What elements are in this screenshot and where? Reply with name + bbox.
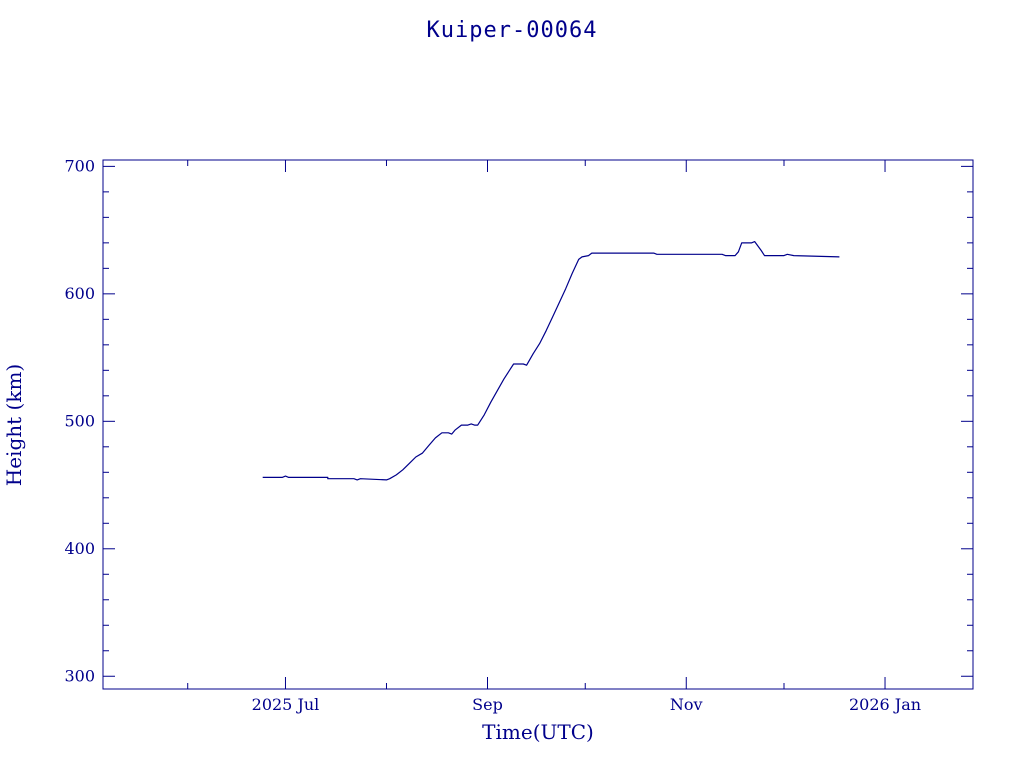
- y-tick-label: 700: [64, 156, 95, 175]
- y-tick-label: 300: [64, 666, 95, 685]
- y-tick-label: 600: [64, 284, 95, 303]
- y-axis: 300 400 500 600 700: [64, 156, 973, 685]
- y-tick-label: 500: [64, 411, 95, 430]
- x-tick-label: Sep: [472, 695, 503, 714]
- x-tick-label: 2025 Jul: [252, 695, 320, 714]
- chart-title: Kuiper-00064: [427, 18, 598, 43]
- series-line-height: [262, 241, 840, 481]
- x-tick-label: 2026 Jan: [849, 695, 921, 714]
- plot-frame: [102, 159, 974, 690]
- x-tick-label: Nov: [670, 695, 703, 714]
- x-axis: 2025 Jul Sep Nov 2026 Jan: [187, 160, 921, 714]
- y-tick-label: 400: [64, 539, 95, 558]
- y-axis-label: Height (km): [2, 364, 26, 486]
- x-axis-label: Time(UTC): [482, 720, 594, 744]
